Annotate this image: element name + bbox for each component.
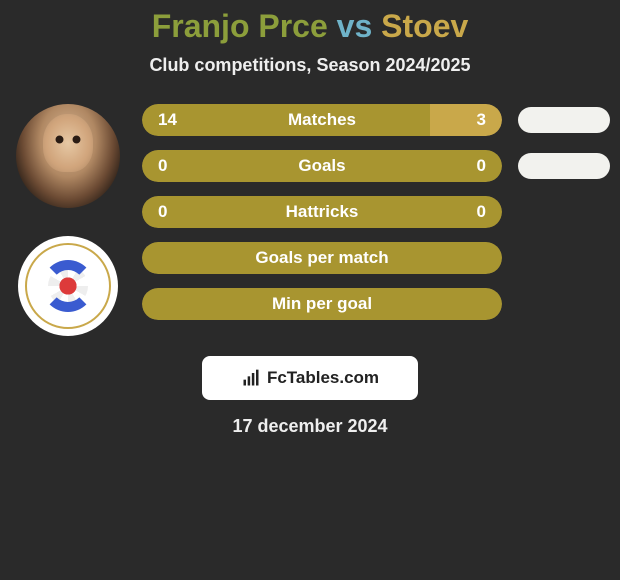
subtitle: Club competitions, Season 2024/2025	[0, 55, 620, 76]
stat-row: 14 3 Matches	[142, 104, 612, 136]
stat-bar: Min per goal	[142, 288, 502, 320]
club-badge	[18, 236, 118, 336]
bars-column: 14 3 Matches 0 0 Goals 0 0 Hattricks Goals per ma…	[142, 104, 612, 336]
bar-label: Hattricks	[286, 202, 359, 222]
bar-value-left: 14	[158, 110, 177, 130]
infographic-root: Franjo Prce vs Stoev Club competitions, …	[0, 0, 620, 437]
footer: FcTables.com 17 december 2024	[0, 356, 620, 437]
row-right-slot	[516, 153, 612, 179]
stat-bar: 0 0 Hattricks	[142, 196, 502, 228]
row-right-slot	[516, 107, 612, 133]
blank-pill	[518, 107, 610, 133]
bar-value-left: 0	[158, 156, 167, 176]
title-player2: Stoev	[381, 8, 468, 44]
stat-row: Goals per match	[142, 242, 612, 274]
bar-chart-icon	[241, 368, 261, 388]
bar-fill-right	[430, 104, 502, 136]
blank-pill	[518, 153, 610, 179]
left-column	[8, 104, 128, 336]
title-vs: vs	[337, 8, 373, 44]
bar-label: Goals per match	[255, 248, 388, 268]
title-player1: Franjo Prce	[152, 8, 328, 44]
bar-value-right: 0	[477, 202, 486, 222]
date-text: 17 december 2024	[232, 416, 387, 437]
bar-value-left: 0	[158, 202, 167, 222]
stat-row: 0 0 Hattricks	[142, 196, 612, 228]
stat-row: 0 0 Goals	[142, 150, 612, 182]
player-avatar	[16, 104, 120, 208]
stat-bar: 0 0 Goals	[142, 150, 502, 182]
stat-row: Min per goal	[142, 288, 612, 320]
brand-box[interactable]: FcTables.com	[202, 356, 418, 400]
stat-bar: 14 3 Matches	[142, 104, 502, 136]
face-placeholder	[16, 104, 120, 208]
stat-bar: Goals per match	[142, 242, 502, 274]
bar-label: Matches	[288, 110, 356, 130]
bar-label: Goals	[298, 156, 345, 176]
bar-label: Min per goal	[272, 294, 372, 314]
main-area: 14 3 Matches 0 0 Goals 0 0 Hattricks Goals per ma…	[0, 104, 620, 336]
bar-fill-left	[142, 104, 430, 136]
brand-text: FcTables.com	[267, 368, 379, 388]
page-title: Franjo Prce vs Stoev	[0, 8, 620, 45]
club-badge-inner	[25, 243, 111, 329]
club-badge-ball	[48, 266, 88, 306]
bar-value-right: 3	[477, 110, 486, 130]
bar-value-right: 0	[477, 156, 486, 176]
